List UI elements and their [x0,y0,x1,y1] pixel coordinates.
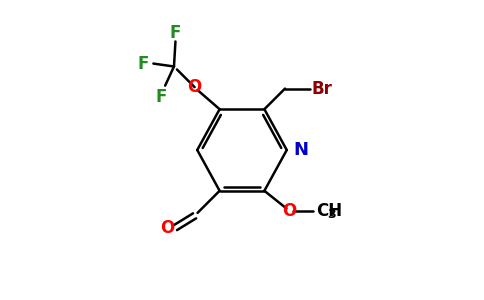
Text: F: F [137,55,149,73]
Text: CH: CH [316,202,342,220]
Text: O: O [160,219,174,237]
Text: Br: Br [312,80,333,98]
Text: F: F [170,24,181,42]
Text: O: O [282,202,297,220]
Text: N: N [293,141,308,159]
Text: 3: 3 [327,208,336,221]
Text: O: O [187,78,202,96]
Text: F: F [155,88,166,106]
